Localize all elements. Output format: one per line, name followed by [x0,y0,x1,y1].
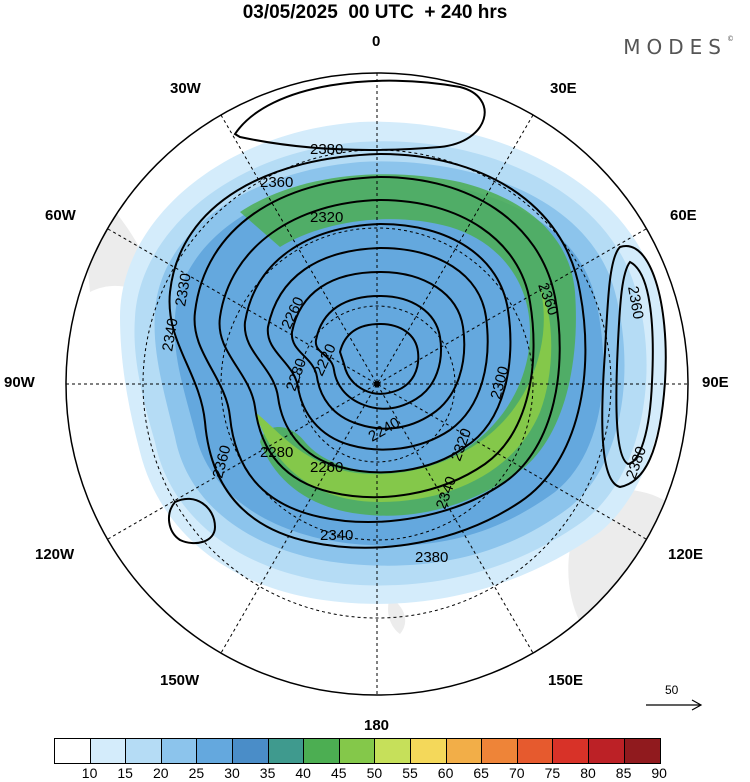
colorbar-box [232,739,269,763]
colorbar-box [517,739,554,763]
colorbar-tick-label: 20 [153,765,169,781]
colorbar-tick-label: 85 [615,765,632,781]
colorbar-tick-label: 45 [331,765,347,781]
colorbar-tick-label: 75 [544,765,561,781]
lon-label-150e: 150E [548,672,584,689]
colorbar-tick-label: 90 [651,765,667,781]
polar-map: 2380 2360 2320 2330 2340 2260 2280 2220 … [65,72,689,696]
colorbar-tick-label: 70 [509,765,525,781]
lon-label-180: 180 [364,717,390,734]
lon-label-120w: 120W [35,546,75,563]
colorbar-box [446,739,483,763]
contour-2320 [218,198,535,499]
brand-logo: MODES© [623,35,734,59]
pole-marker [374,381,380,387]
lon-label-60w: 60W [45,207,76,224]
contour-label: 2380 [310,141,343,158]
colorbar-box [482,739,518,763]
colorbar-box [410,739,447,763]
contour-label: 2340 [159,317,182,353]
colorbar-box [126,739,162,763]
contour-2300 [243,222,512,474]
lon-label-60e: 60E [670,207,697,224]
colorbar-tick-label: 80 [580,765,596,781]
colorbar-box [161,739,198,763]
colorbar-tick-label: 65 [473,765,489,781]
colorbar-box [197,739,233,763]
wind-shade-35 [240,174,576,516]
wind-shade-45 [255,287,552,502]
colorbar-box [339,739,376,763]
chart-title: 03/05/2025 00 UTC + 240 hrs [242,2,508,23]
lon-label-90w: 90W [4,374,35,391]
colorbar-tick-label: 35 [259,765,276,781]
colorbar-tick-label: 60 [437,765,454,781]
colorbar-box [624,739,661,763]
colorbar-tick-label: 10 [81,765,98,781]
brand-text: MODES [623,35,727,59]
colorbar-box [375,739,411,763]
colorbar-box [553,739,589,763]
colorbar-tick-label: 55 [402,765,418,781]
colorbar-tick-label: 25 [188,765,205,781]
lon-label-150w: 150W [160,672,200,689]
contour-label: 2360 [624,285,647,321]
contour-2360 [168,152,587,549]
contour-label: 2360 [260,174,293,191]
contour-2220 [338,322,420,395]
colorbar [54,738,662,764]
contour-2360-east [615,260,654,466]
colorbar-tick-label: 50 [366,765,383,781]
lon-label-30w: 30W [170,80,201,97]
colorbar-box [268,739,305,763]
contour-2360-closed [168,497,217,545]
contour-2380-north [233,79,486,151]
contour-label: 2320 [310,209,343,226]
colorbar-tick-label: 40 [295,765,311,781]
colorbar-box [90,739,127,763]
lon-label-30e: 30E [550,80,577,97]
vector-scale-arrow [646,699,703,711]
vector-scale-label: 50 [665,683,679,697]
lon-label-120e: 120E [668,546,704,563]
contour-label: 2380 [415,549,448,566]
contour-2260 [290,270,466,430]
contour-2280 [266,246,489,451]
colorbar-box [304,739,340,763]
contour-label: 2260 [310,459,343,476]
contour-label: 2280 [260,444,293,461]
contour-2380-east [601,244,667,489]
colorbar-box [588,739,625,763]
lon-label-90e: 90E [702,374,729,391]
brand-mark: © [727,35,734,43]
colorbar-tick-label: 15 [117,765,133,781]
contour-2240 [314,294,442,410]
colorbar-box [55,739,91,763]
contour-label: 2340 [320,527,353,544]
contour-label: 2330 [172,272,195,308]
new-zealand-land [388,597,406,634]
contour-2340 [193,175,561,523]
lon-label-0: 0 [372,33,381,50]
colorbar-tick-label: 30 [224,765,240,781]
